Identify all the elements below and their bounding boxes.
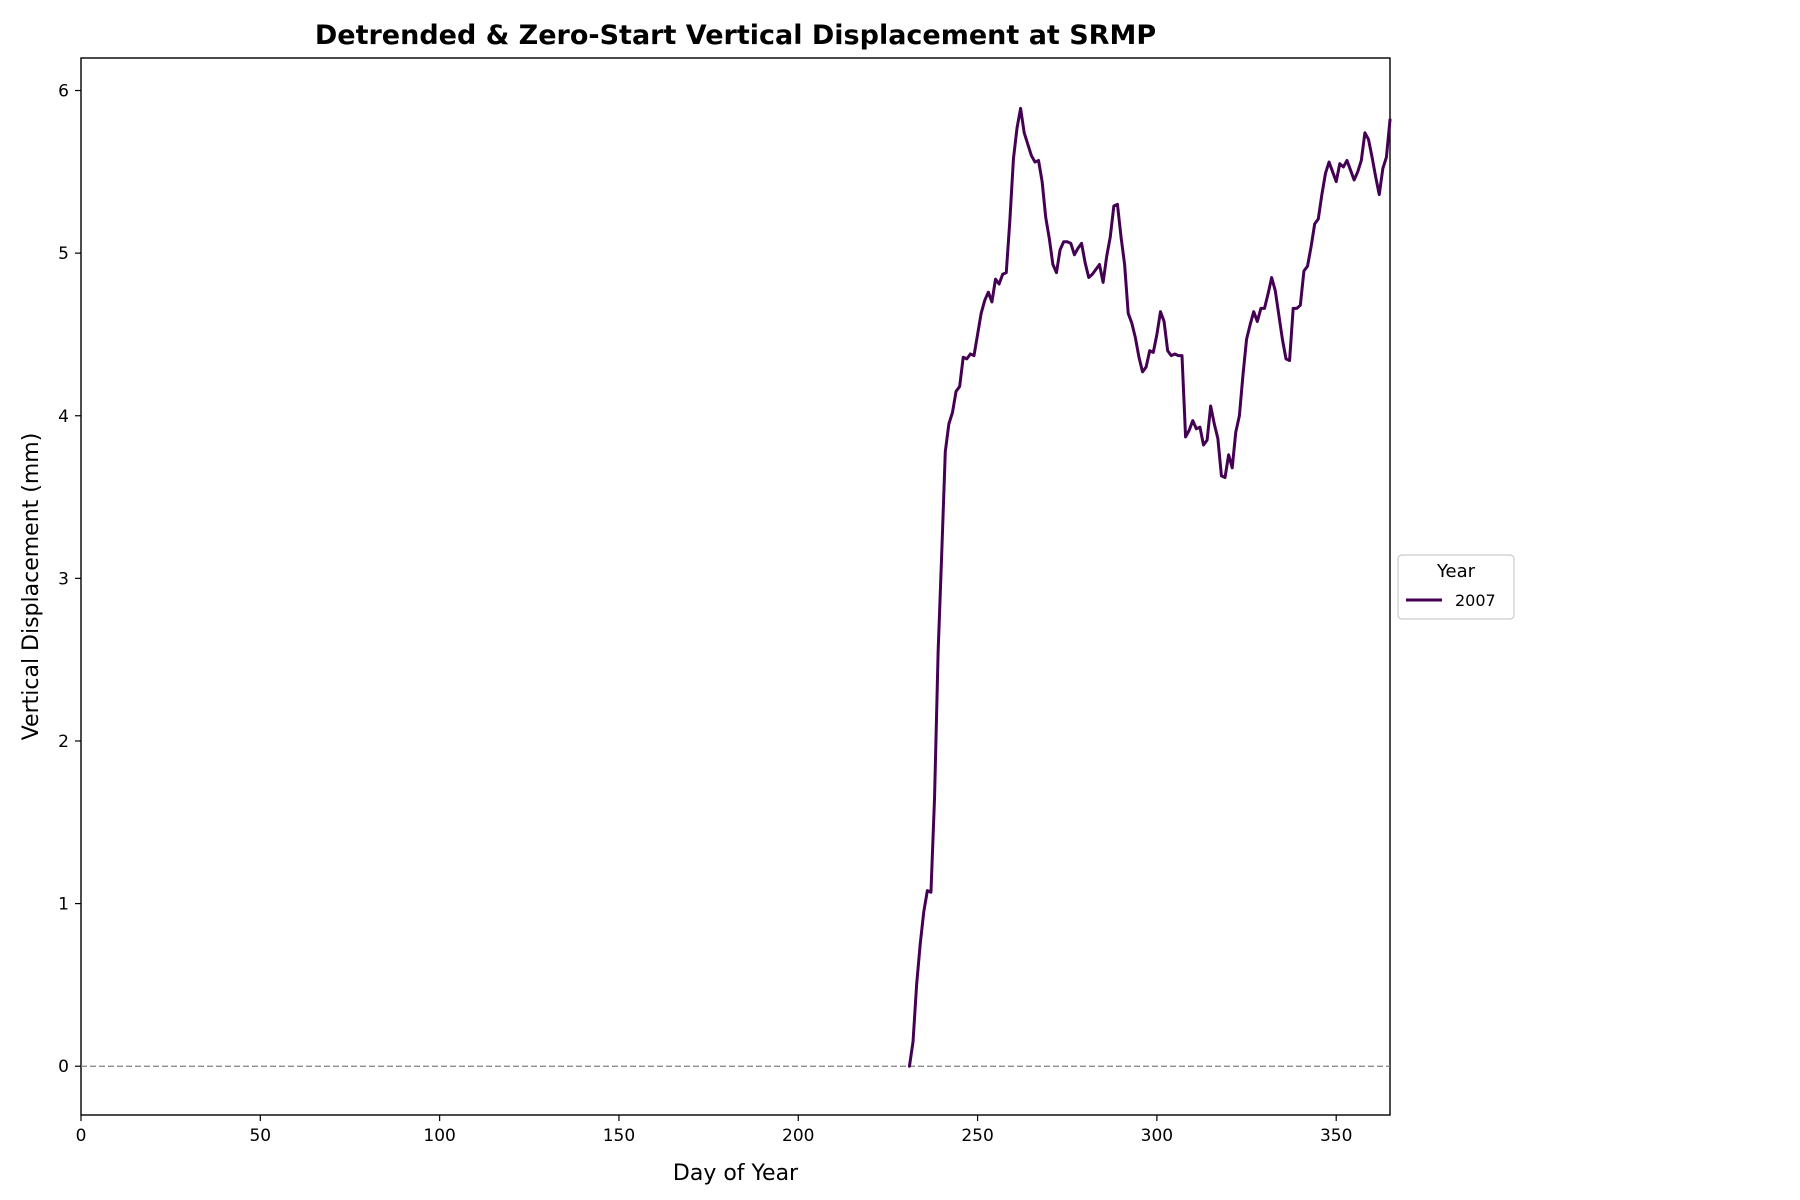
plot-area xyxy=(80,57,1392,1116)
x-tick-label: 300 xyxy=(1141,1126,1173,1146)
legend-title: Year xyxy=(1436,561,1476,582)
y-tick-label: 4 xyxy=(58,407,69,427)
y-tick-label: 0 xyxy=(58,1057,69,1077)
series-layer xyxy=(907,106,1392,1068)
series-line-2007 xyxy=(907,106,1392,1068)
y-tick-label: 3 xyxy=(58,569,69,589)
legend-entry-2007: 2007 xyxy=(1455,591,1496,610)
y-axis-label: Vertical Displacement (mm) xyxy=(19,433,44,741)
chart-title: Detrended & Zero-Start Vertical Displace… xyxy=(315,20,1156,51)
x-tick-label: 100 xyxy=(423,1126,455,1146)
x-tick-label: 50 xyxy=(249,1126,271,1146)
x-tick-label: 150 xyxy=(603,1126,635,1146)
plot-frame xyxy=(80,57,1391,1116)
y-axis-ticks: 0 1 2 3 4 5 6 xyxy=(58,82,81,1077)
x-tick-label: 200 xyxy=(782,1126,814,1146)
y-tick-label: 5 xyxy=(58,244,69,264)
y-tick-label: 1 xyxy=(58,895,69,915)
legend: Year 2007 xyxy=(1397,554,1515,620)
y-tick-label: 2 xyxy=(58,732,69,752)
x-tick-label: 350 xyxy=(1320,1126,1352,1146)
legend-box xyxy=(1397,554,1515,620)
x-axis-label: Day of Year xyxy=(673,1161,799,1186)
x-axis-ticks: 0 50 100 150 200 250 300 350 xyxy=(76,1115,1352,1146)
y-tick-label: 6 xyxy=(58,82,69,102)
x-tick-label: 0 xyxy=(76,1126,87,1146)
x-tick-label: 250 xyxy=(961,1126,993,1146)
